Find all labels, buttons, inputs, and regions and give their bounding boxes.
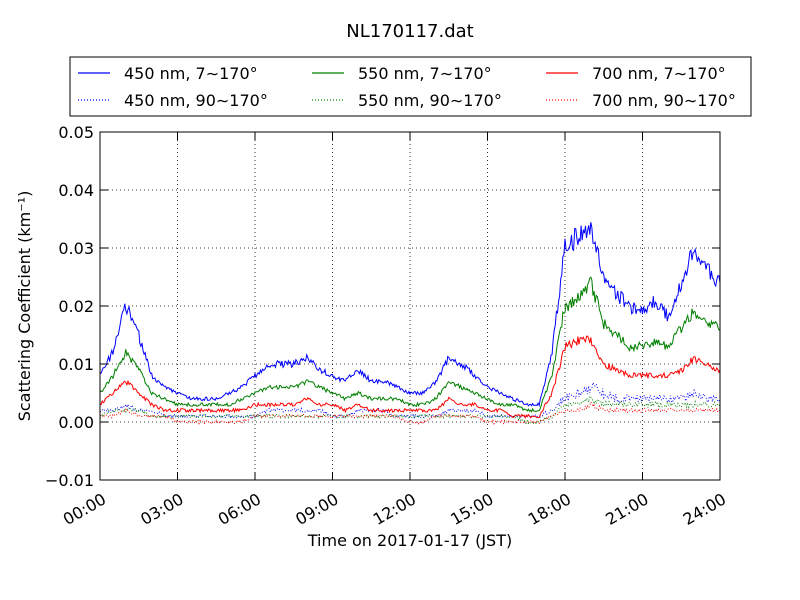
legend-label: 550 nm, 7∼170° [358, 64, 492, 83]
series-layer [99, 222, 721, 425]
x-tick-label: 06:00 [215, 489, 264, 529]
x-tick-label: 00:00 [60, 489, 109, 529]
x-tick-label: 15:00 [447, 489, 496, 529]
series-1 [99, 380, 721, 420]
x-tick-label: 24:00 [680, 489, 729, 529]
x-axis-label: Time on 2017-01-17 (JST) [307, 531, 512, 550]
series-3 [99, 394, 721, 425]
legend-label: 700 nm, 7∼170° [592, 64, 726, 83]
legend-label: 450 nm, 90∼170° [124, 91, 268, 110]
legend: 450 nm, 7∼170° 450 nm, 90∼170° 550 nm, 7∼1… [69, 56, 752, 117]
series-2 [99, 276, 721, 413]
series-line [99, 222, 721, 408]
series-0 [99, 222, 721, 408]
series-5 [99, 400, 721, 425]
legend-label: 450 nm, 7∼170° [124, 64, 258, 83]
series-line [99, 400, 721, 425]
y-tick-label: 0.03 [58, 239, 94, 258]
chart-title: NL170117.dat [346, 21, 473, 42]
legend-box [69, 56, 752, 117]
x-tick-label: 03:00 [137, 489, 186, 529]
axis-ticks: 00:00 03:00 06:00 09:00 12:00 15:00 18:00 21:00… [45, 123, 729, 529]
x-tick-label: 09:00 [292, 489, 341, 529]
series-line [100, 335, 721, 420]
grid-lines [100, 132, 720, 480]
legend-label: 700 nm, 90∼170° [592, 91, 736, 110]
series-line [99, 380, 721, 420]
y-tick-label: 0.04 [58, 181, 94, 200]
series-4 [100, 335, 721, 420]
y-tick-label: −0.01 [45, 471, 94, 490]
x-tick-label: 12:00 [370, 489, 419, 529]
series-line [99, 394, 721, 425]
y-tick-label: 0.02 [58, 297, 94, 316]
x-tick-label: 21:00 [602, 489, 651, 529]
y-tick-label: 0.00 [58, 413, 94, 432]
y-axis-label: Scattering Coefficient (km⁻¹) [15, 191, 34, 422]
y-tick-label: 0.01 [58, 355, 94, 374]
x-tick-label: 18:00 [525, 489, 574, 529]
legend-label: 550 nm, 90∼170° [358, 91, 502, 110]
series-line [99, 276, 721, 413]
y-tick-label: 0.05 [58, 123, 94, 142]
